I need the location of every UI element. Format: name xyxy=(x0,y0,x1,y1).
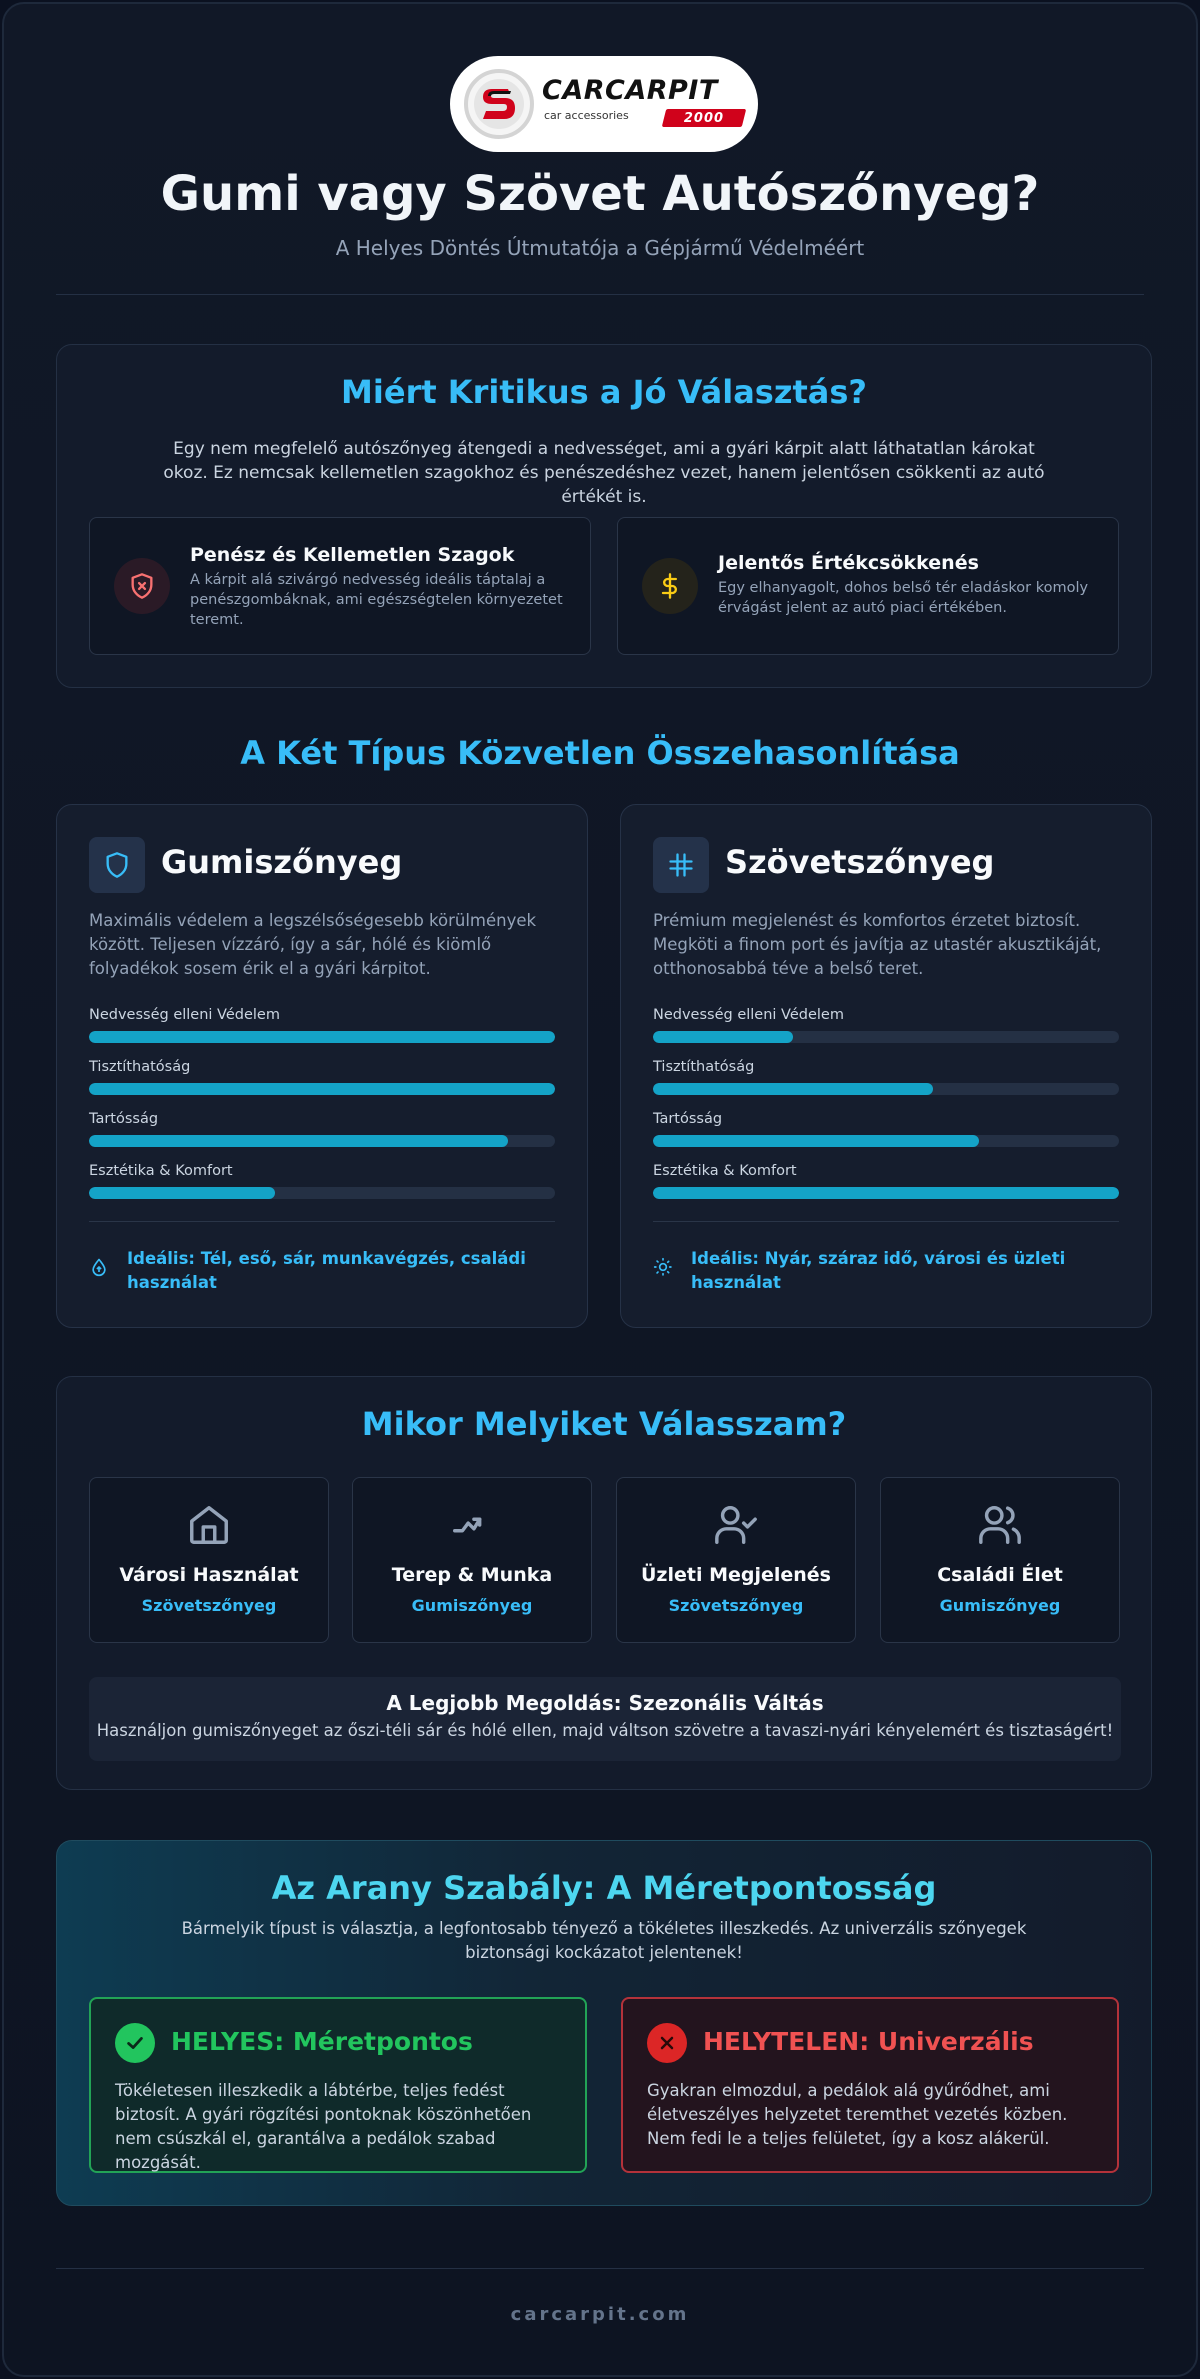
use-recommendation: Gumiszőnyeg xyxy=(411,1596,533,1615)
metric-bar xyxy=(653,1083,1119,1095)
golden-rule-title: Az Arany Szabály: A Méretpontosság xyxy=(271,1869,937,1907)
metric-bar xyxy=(89,1083,555,1095)
correct-fit-title: HELYES: Méretpontos xyxy=(171,2027,473,2056)
use-card-family: Családi Élet Gumiszőnyeg xyxy=(880,1477,1120,1643)
check-icon xyxy=(115,2023,155,2063)
logo-tagline: car accessories xyxy=(544,109,629,122)
shield-icon xyxy=(89,837,145,893)
type-name: Szövetszőnyeg xyxy=(725,843,995,881)
trend-icon xyxy=(353,1502,591,1550)
risk-card-text: A kárpit alá szivárgó nedvesség ideális … xyxy=(190,572,563,628)
metric-label: Nedvesség elleni Védelem xyxy=(89,1007,280,1023)
metric-bar-fill xyxy=(653,1031,793,1043)
header-divider xyxy=(56,294,1144,295)
metric-bar xyxy=(653,1135,1119,1147)
shield-x-icon xyxy=(114,558,170,614)
use-title: Üzleti Megjelenés xyxy=(640,1564,831,1586)
why-section: Miért Kritikus a Jó Választás? Egy nem m… xyxy=(56,344,1152,688)
type-name: Gumiszőnyeg xyxy=(161,843,403,881)
metric-label: Tartósság xyxy=(653,1111,723,1127)
logo-emblem-icon xyxy=(464,69,534,139)
ideal-usage: Ideális: Nyár, száraz idő, városi és üzl… xyxy=(691,1249,1066,1292)
metric-bar xyxy=(89,1031,555,1043)
risk-card-value: Jelentős Értékcsökkenés Egy elhanyagolt,… xyxy=(617,517,1119,655)
golden-rule-section: Az Arany Szabály: A Méretpontosság Bárme… xyxy=(56,1840,1152,2206)
metric-bar-fill xyxy=(89,1031,555,1043)
use-card-business: Üzleti Megjelenés Szövetszőnyeg xyxy=(616,1477,856,1643)
metric-bar-fill xyxy=(653,1187,1119,1199)
type-description: Prémium megjelenést és komfortos érzetet… xyxy=(653,911,1102,978)
home-icon xyxy=(90,1502,328,1550)
type-description: Maximális védelem a legszélsőségesebb kö… xyxy=(89,911,537,978)
fabric-mat-card: Szövetszőnyeg Prémium megjelenést és kom… xyxy=(620,804,1152,1328)
page-title: Gumi vagy Szövet Autószőnyeg? xyxy=(160,166,1040,222)
sun-icon xyxy=(653,1257,673,1277)
use-title: Terep & Munka xyxy=(391,1564,553,1586)
best-solution-title: A Legjobb Megoldás: Szezonális Váltás xyxy=(386,1691,824,1715)
rubber-mat-card: Gumiszőnyeg Maximális védelem a legszéls… xyxy=(56,804,588,1328)
ideal-usage: Ideális: Tél, eső, sár, munkavégzés, csa… xyxy=(127,1249,526,1292)
footer-divider xyxy=(56,2268,1144,2269)
card-divider xyxy=(653,1221,1119,1222)
risk-card-text: Egy elhanyagolt, dohos belső tér eladásk… xyxy=(718,580,1089,616)
why-description: Egy nem megfelelő autószőnyeg átengedi a… xyxy=(163,439,1045,507)
metric-label: Tisztíthatóság xyxy=(653,1059,755,1075)
best-solution-box: A Legjobb Megoldás: Szezonális Váltás Ha… xyxy=(89,1677,1121,1761)
page-subtitle: A Helyes Döntés Útmutatója a Gépjármű Vé… xyxy=(335,236,865,260)
metric-bar-fill xyxy=(89,1187,276,1199)
card-divider xyxy=(89,1221,555,1222)
wrong-fit-card: HELYTELEN: Univerzális Gyakran elmozdul,… xyxy=(621,1997,1119,2173)
metric-bar xyxy=(89,1187,555,1199)
use-title: Családi Élet xyxy=(937,1564,1063,1586)
brand-logo[interactable]: CARCARPIT car accessories 2000 xyxy=(450,56,758,152)
metric-label: Esztétika & Komfort xyxy=(89,1163,233,1179)
metric-bar xyxy=(653,1187,1119,1199)
metric-label: Tisztíthatóság xyxy=(89,1059,191,1075)
use-card-city: Városi Használat Szövetszőnyeg xyxy=(89,1477,329,1643)
metric-bar xyxy=(89,1135,555,1147)
logo-wordmark: CARCARPIT xyxy=(542,75,718,106)
logo-badge-text: 2000 xyxy=(683,110,725,126)
x-icon xyxy=(647,2023,687,2063)
wrong-fit-text: Gyakran elmozdul, a pedálok alá gyűrődhe… xyxy=(647,2081,1068,2148)
logo-badge: 2000 xyxy=(661,109,747,127)
use-title: Városi Használat xyxy=(119,1564,299,1586)
golden-rule-description: Bármelyik típust is választja, a legfont… xyxy=(181,1919,1027,1962)
grid-icon xyxy=(653,837,709,893)
droplet-icon xyxy=(89,1257,109,1277)
correct-fit-card: HELYES: Méretpontos Tökéletesen illeszke… xyxy=(89,1997,587,2173)
when-section: Mikor Melyiket Válasszam? Városi Használ… xyxy=(56,1376,1152,1790)
best-solution-text: Használjon gumiszőnyeget az őszi-téli sá… xyxy=(96,1721,1114,1740)
correct-fit-text: Tökéletesen illeszkedik a lábtérbe, telj… xyxy=(115,2081,532,2172)
metric-bar xyxy=(653,1031,1119,1043)
wrong-fit-title: HELYTELEN: Univerzális xyxy=(703,2027,1034,2056)
metric-bar-fill xyxy=(89,1083,555,1095)
user-check-icon xyxy=(617,1502,855,1550)
when-title: Mikor Melyiket Válasszam? xyxy=(361,1405,847,1443)
risk-card-mold: Penész és Kellemetlen Szagok A kárpit al… xyxy=(89,517,591,655)
metric-bar-fill xyxy=(653,1083,933,1095)
dollar-icon xyxy=(642,558,698,614)
metric-bar-fill xyxy=(653,1135,980,1147)
use-recommendation: Gumiszőnyeg xyxy=(939,1596,1061,1615)
risk-card-title: Penész és Kellemetlen Szagok xyxy=(190,544,515,566)
risk-card-title: Jelentős Értékcsökkenés xyxy=(718,552,979,574)
users-icon xyxy=(881,1502,1119,1550)
footer-site-link[interactable]: carcarpit.com xyxy=(510,2304,690,2325)
metric-label: Tartósság xyxy=(89,1111,159,1127)
use-recommendation: Szövetszőnyeg xyxy=(668,1596,804,1615)
comparison-title: A Két Típus Közvetlen Összehasonlítása xyxy=(240,734,960,772)
use-card-offroad: Terep & Munka Gumiszőnyeg xyxy=(352,1477,592,1643)
use-recommendation: Szövetszőnyeg xyxy=(141,1596,277,1615)
why-title: Miért Kritikus a Jó Választás? xyxy=(341,373,867,411)
metric-bar-fill xyxy=(89,1135,509,1147)
metric-label: Nedvesség elleni Védelem xyxy=(653,1007,844,1023)
metric-label: Esztétika & Komfort xyxy=(653,1163,797,1179)
